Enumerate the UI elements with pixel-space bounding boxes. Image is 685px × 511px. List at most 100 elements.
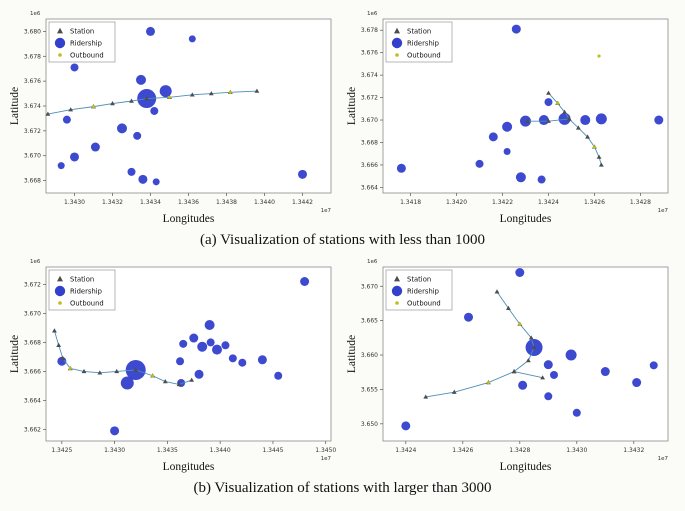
x-tick-label: 1.3445 (262, 447, 283, 454)
x-tick-label: 1.3436 (178, 199, 199, 206)
legend-label: Ridership (70, 40, 102, 48)
station-line (54, 330, 192, 385)
ridership-point (511, 24, 521, 34)
outbound-point (228, 90, 232, 94)
ridership-point (298, 169, 307, 179)
y-offset-label: 1e6 (367, 11, 378, 17)
ridership-legend-marker (54, 285, 66, 297)
ridership-point (565, 349, 577, 361)
x-offset-label: 1e7 (658, 456, 669, 462)
ridership-point (632, 378, 642, 388)
ridership-point (70, 63, 79, 72)
x-axis: 1.3418 1.3420 1.3422 1.3424 1.3426 1.3428 (400, 193, 651, 206)
caption-b: (b) Visualization of stations with large… (193, 480, 492, 496)
ridership-point (179, 339, 188, 348)
station-legend-marker (57, 27, 63, 34)
outbound-point (597, 54, 601, 58)
y-tick-label: 3.672 (24, 281, 41, 288)
station-marker (598, 162, 604, 167)
outbound-points (68, 366, 155, 378)
outbound-point (91, 105, 96, 109)
station-marker (129, 98, 134, 103)
ridership-point (159, 85, 172, 98)
station-marker (596, 154, 602, 159)
y-tick-label: 3.678 (361, 27, 378, 34)
ridership-point (572, 408, 581, 417)
station-marker (451, 389, 457, 394)
station-marker (506, 305, 511, 310)
legend: Station Ridership Outbound (385, 269, 453, 311)
outbound-point (486, 380, 491, 385)
ridership-point (206, 338, 215, 347)
x-offset-label: 1e7 (321, 456, 332, 462)
y-axis: 3.662 3.664 3.666 3.668 3.670 3.672 (24, 281, 46, 433)
station-marker (423, 394, 429, 399)
ridership-point (649, 361, 658, 370)
legend-label: Ridership (70, 288, 102, 296)
station-marker (81, 368, 87, 374)
y-tick-label: 3.650 (361, 421, 378, 428)
station-marker (528, 335, 534, 340)
ridership-point (152, 178, 160, 186)
x-tick-label: 1.3418 (400, 199, 421, 206)
ridership-point (221, 341, 230, 350)
station-line (425, 291, 535, 398)
y-offset-label: 1e6 (30, 259, 41, 265)
x-tick-label: 1.3430 (64, 199, 85, 206)
station-marker (176, 381, 182, 387)
y-tick-label: 3.666 (361, 162, 378, 169)
ridership-point (401, 421, 411, 431)
y-offset-label: 1e6 (367, 259, 378, 265)
y-tick-label: 3.672 (24, 128, 41, 135)
ridership-point (475, 159, 484, 168)
station-marker (144, 96, 150, 101)
legend-label: Station (70, 28, 94, 36)
y-axis: 3.664 3.666 3.668 3.670 3.672 3.674 3.676 3.678 (361, 27, 383, 191)
station-marker (562, 109, 567, 114)
station-marker (494, 289, 500, 294)
plot-b-left: 1.3425 1.3430 1.3435 1.3440 1.3445 1.3450 3.66… (8, 254, 340, 476)
ridership-point (396, 163, 406, 173)
ridership-legend-marker (54, 37, 66, 49)
x-offset-label: 1e7 (658, 208, 669, 214)
y-axis-label: Latitude (9, 87, 21, 125)
outbound-points (556, 54, 601, 149)
y-tick-label: 3.676 (24, 78, 41, 85)
outbound-point (556, 101, 560, 105)
chart-a-left: 1.3430 1.3432 1.3434 1.3436 1.3438 1.3440 1.34… (8, 6, 340, 228)
legend: Station Ridership Outbound (48, 269, 116, 311)
legend-label: Ridership (407, 40, 439, 48)
x-tick-label: 1.3442 (292, 199, 313, 206)
plot-a-left: 1.3430 1.3432 1.3434 1.3436 1.3438 1.3440 1.34… (8, 6, 340, 228)
x-axis: 1.3425 1.3430 1.3435 1.3440 1.3445 1.3450 (51, 441, 336, 454)
station-marker (540, 375, 545, 380)
ridership-point (136, 74, 146, 85)
outbound-legend-marker (395, 301, 399, 305)
x-tick-label: 1.3426 (584, 199, 605, 206)
station-marker (68, 107, 74, 112)
x-tick-label: 1.3435 (157, 447, 178, 454)
station-legend-marker (57, 275, 63, 282)
ridership-points (57, 26, 307, 186)
legend-label: Outbound (407, 300, 441, 308)
x-tick-label: 1.3422 (492, 199, 513, 206)
y-axis-label: Latitude (9, 335, 21, 373)
ridership-point (194, 369, 204, 379)
y-tick-label: 3.665 (361, 318, 378, 325)
y-tick-label: 3.655 (361, 386, 378, 393)
x-tick-label: 1.3450 (315, 447, 336, 454)
ridership-point (188, 35, 196, 43)
ridership-point (197, 341, 208, 352)
y-axis-label: Latitude (346, 87, 358, 125)
x-tick-label: 1.3432 (102, 199, 123, 206)
ridership-point (600, 367, 610, 377)
x-tick-label: 1.3434 (140, 199, 161, 206)
ridership-point (117, 123, 127, 134)
y-tick-label: 3.668 (24, 178, 41, 185)
y-tick-label: 3.668 (24, 339, 41, 346)
ridership-point (537, 175, 546, 184)
row-a: 1.3430 1.3432 1.3434 1.3436 1.3438 1.3440 1.34… (4, 6, 681, 228)
station-marker (546, 90, 551, 95)
x-tick-label: 1.3425 (51, 447, 72, 454)
